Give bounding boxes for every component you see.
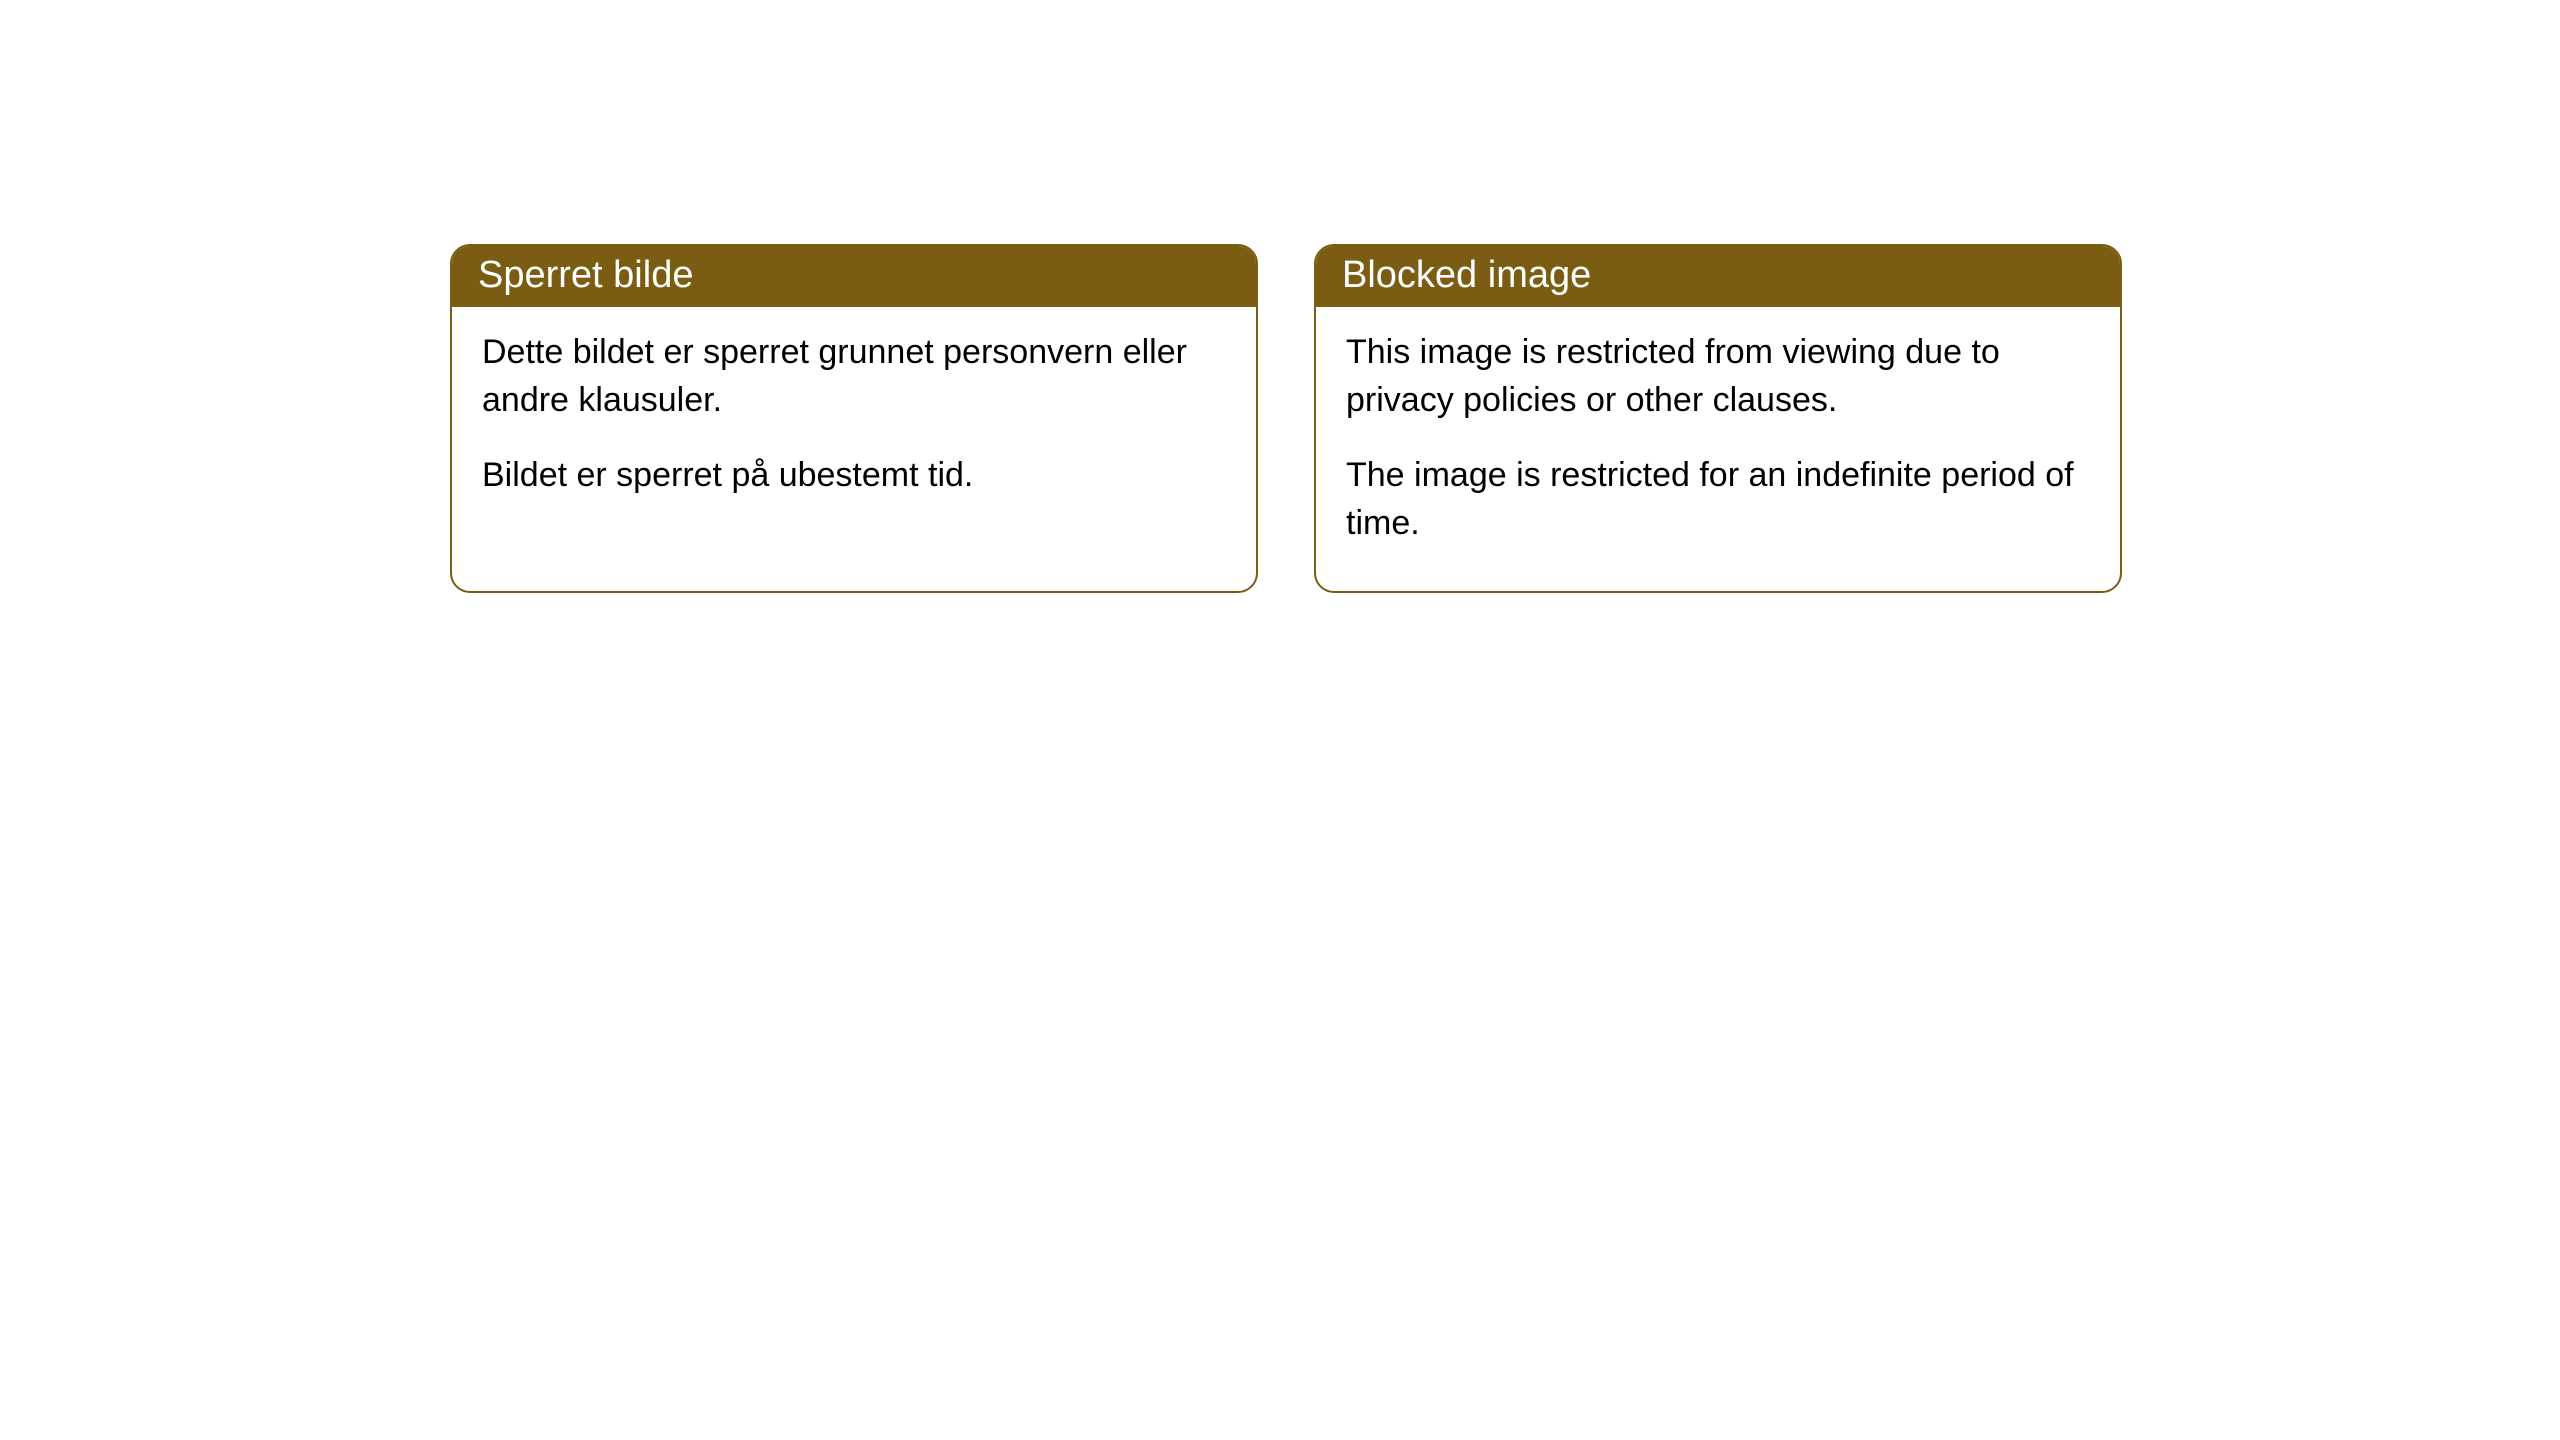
card-header-english: Blocked image [1316, 246, 2120, 307]
notice-cards-container: Sperret bilde Dette bildet er sperret gr… [450, 244, 2122, 593]
card-paragraph: The image is restricted for an indefinit… [1346, 452, 2090, 547]
card-title: Sperret bilde [478, 254, 693, 296]
blocked-image-card-norwegian: Sperret bilde Dette bildet er sperret gr… [450, 244, 1258, 593]
blocked-image-card-english: Blocked image This image is restricted f… [1314, 244, 2122, 593]
card-body-english: This image is restricted from viewing du… [1316, 307, 2120, 591]
card-paragraph: Bildet er sperret på ubestemt tid. [482, 452, 1226, 500]
card-header-norwegian: Sperret bilde [452, 246, 1256, 307]
card-title: Blocked image [1342, 254, 1591, 296]
card-body-norwegian: Dette bildet er sperret grunnet personve… [452, 307, 1256, 544]
card-paragraph: This image is restricted from viewing du… [1346, 329, 2090, 424]
card-paragraph: Dette bildet er sperret grunnet personve… [482, 329, 1226, 424]
